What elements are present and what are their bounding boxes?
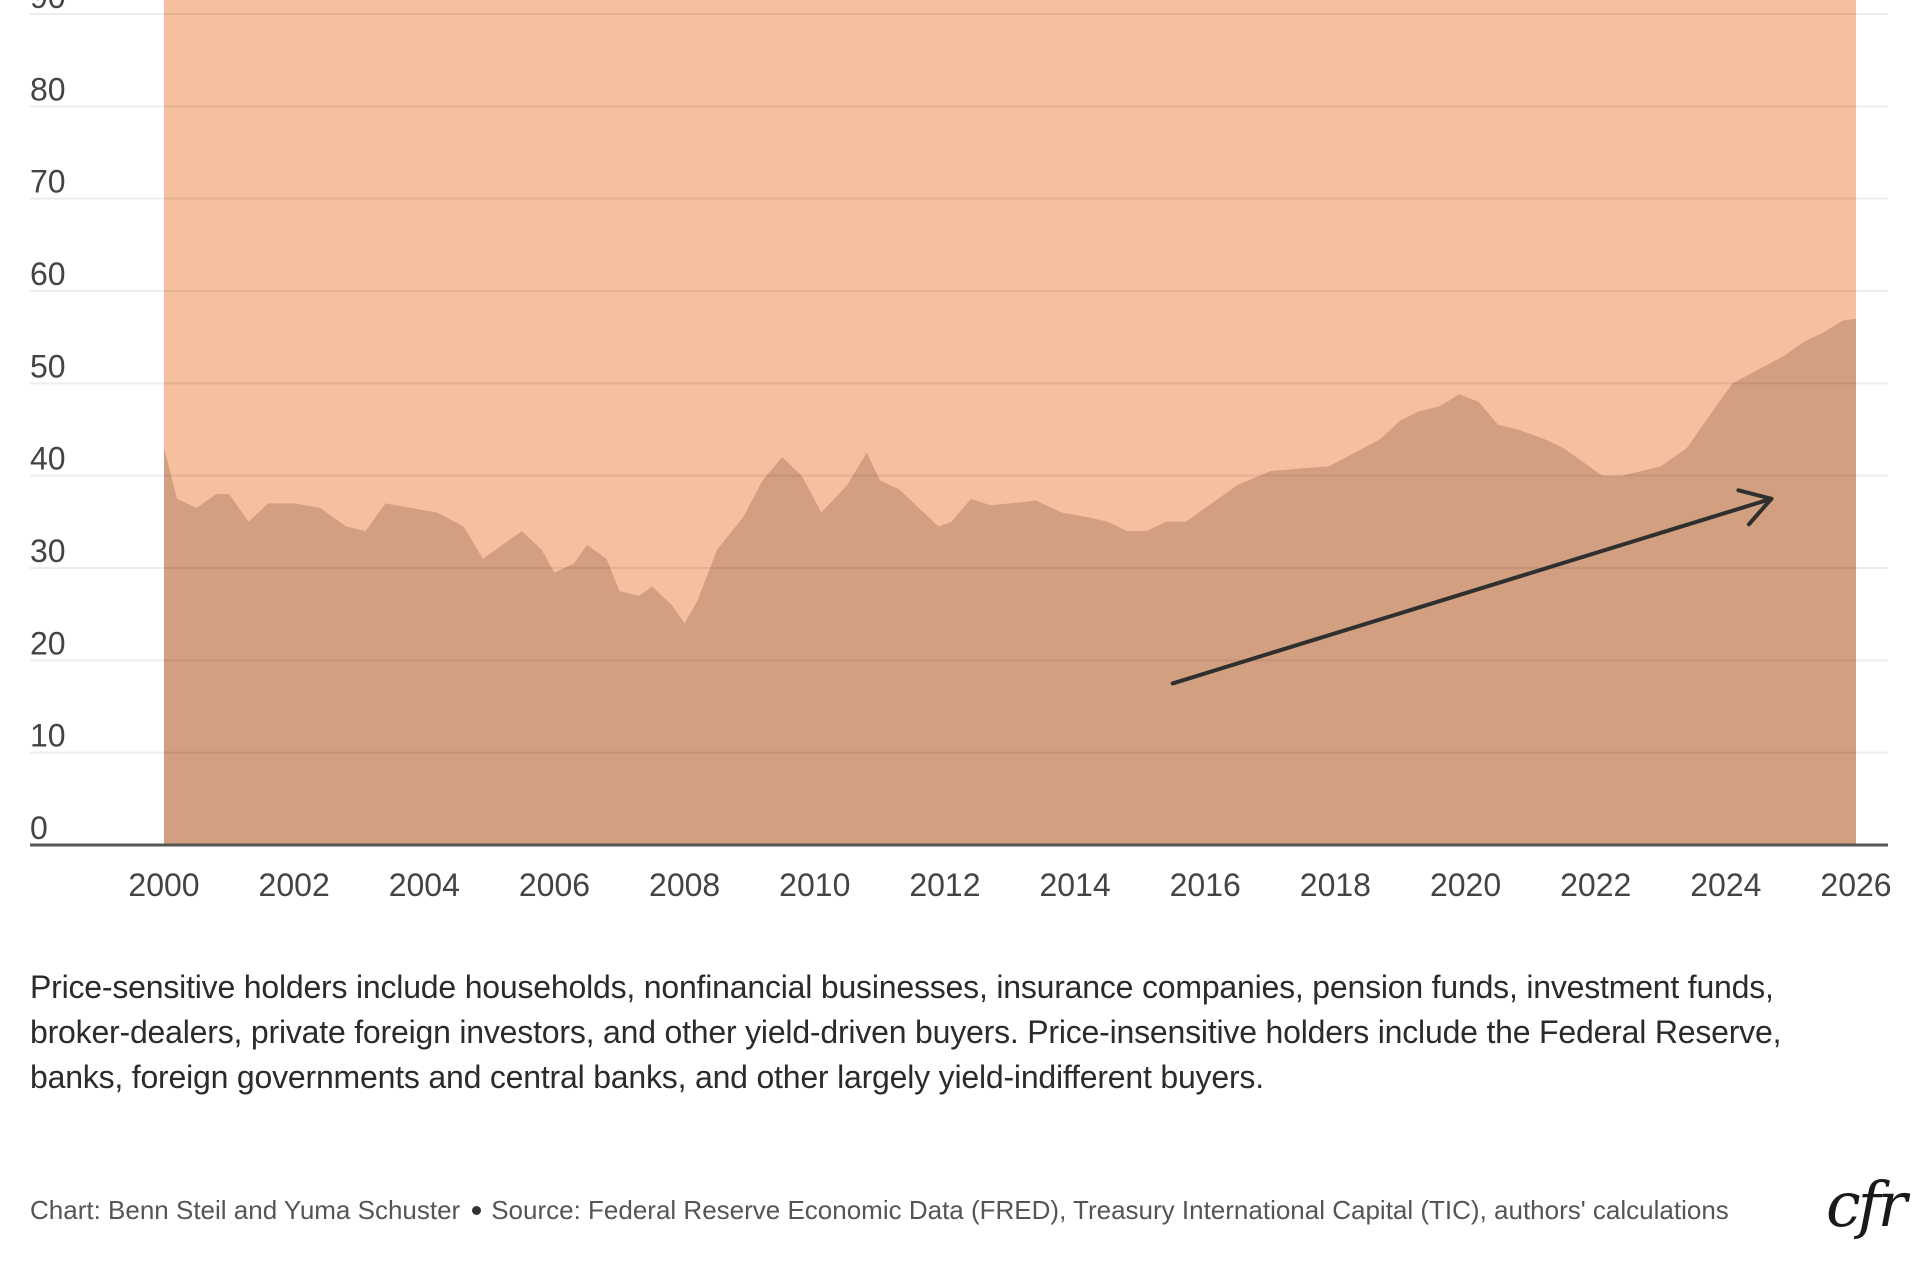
y-tick-label: 0 [30,810,48,846]
y-tick-label: 20 [30,625,66,661]
x-tick-label: 2002 [259,867,330,900]
series-area-0 [164,318,1856,845]
x-tick-label: 2012 [909,867,980,900]
chart-credit: Chart: Benn Steil and Yuma Schuster [30,1195,461,1225]
x-tick-label: 2000 [128,867,199,900]
y-tick-label: 30 [30,533,66,569]
y-tick-label: 10 [30,718,66,754]
series-area-layer [164,318,1856,845]
chart-footer: Chart: Benn Steil and Yuma Schuster Sourc… [30,1190,1750,1230]
cfr-logo: cfr [1826,1168,1907,1241]
y-tick-label: 60 [30,256,66,292]
separator-dot-icon [472,1206,482,1216]
y-tick-label: 70 [30,164,66,200]
x-tick-label: 2004 [389,867,460,900]
chart-source: Source: Federal Reserve Economic Data (F… [491,1195,1729,1225]
axes: 0 10 20 30 40 50 60 70 80 90 2000 2002 2004 2006 2008 2… [30,0,1892,900]
area-chart: 0 10 20 30 40 50 60 70 80 90 2000 2002 2004 2006 2008 2… [30,0,1892,900]
x-tick-label: 2022 [1560,867,1631,900]
annotations [1170,488,1774,686]
trend-arrow-line [1170,496,1774,686]
x-tick-label: 2006 [519,867,590,900]
x-tick-label: 2020 [1430,867,1501,900]
x-tick-label: 2010 [779,867,850,900]
y-tick-label: 80 [30,71,66,107]
trend-arrow-head-icon [1736,488,1774,527]
x-tick-label: 2016 [1170,867,1241,900]
x-tick-label: 2024 [1690,867,1761,900]
y-tick-label: 50 [30,348,66,384]
gridlines [30,13,1888,754]
x-tick-label: 2014 [1039,867,1110,900]
x-tick-label: 2008 [649,867,720,900]
chart-note: Price-sensitive holders include househol… [30,969,1782,1095]
x-tick-label: 2026 [1820,867,1891,900]
y-tick-label: 90 [30,0,66,15]
x-tick-label: 2018 [1300,867,1371,900]
y-tick-label: 40 [30,441,66,477]
